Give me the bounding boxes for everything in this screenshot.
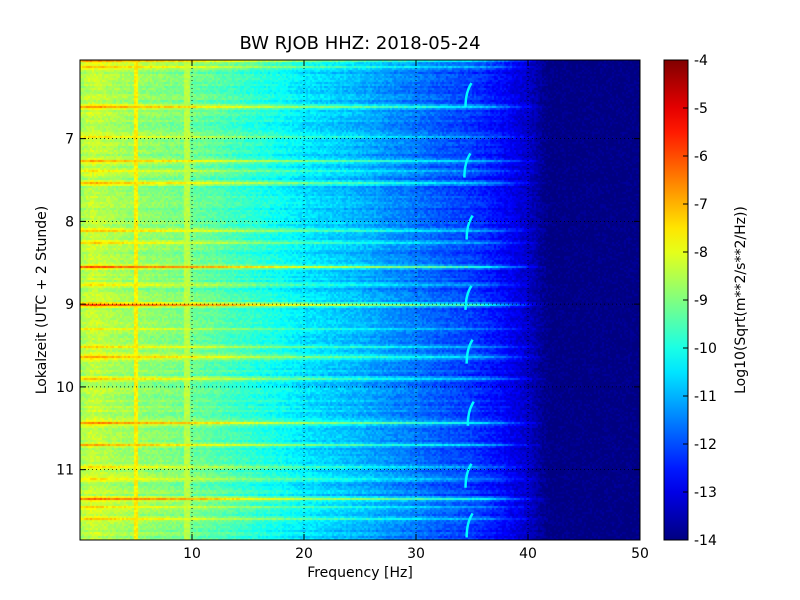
colorbar-tick-label: -11: [694, 389, 717, 405]
x-tick-label: 40: [519, 546, 537, 562]
colorbar-tick-label: -6: [694, 149, 708, 165]
plot-frame: [79, 59, 641, 541]
tonal-hook: [464, 82, 473, 108]
grid-lines: [80, 60, 640, 540]
y-tick-label: 10: [56, 380, 74, 396]
y-tick-label: 8: [65, 214, 74, 230]
tonal-hook: [464, 463, 473, 488]
colorbar-tick-label: -4: [694, 53, 708, 69]
colorbar-tick-label: -13: [694, 485, 717, 501]
x-tick-label: 50: [631, 546, 649, 562]
x-tick-label: 20: [295, 546, 313, 562]
plot-area: [80, 60, 640, 540]
colorbar-tick-label: -12: [694, 437, 717, 453]
spectrogram-image: [80, 60, 640, 540]
chart-title: BW RJOB HHZ: 2018-05-24: [239, 33, 480, 54]
colorbar-tick-label: -9: [694, 293, 708, 309]
y-axis-label: Lokalzeit (UTC + 2 Stunde): [34, 206, 50, 395]
y-tick-label: 9: [65, 297, 74, 313]
x-tick-label: 30: [407, 546, 425, 562]
tonal-hook: [463, 152, 472, 178]
tonal-hook: [465, 338, 474, 364]
x-axis-label: Frequency [Hz]: [307, 565, 413, 581]
colorbar: -4 -5 -6 -7 -8 -9 -10 -11 -12 -13 -14: [663, 53, 717, 549]
colorbar-tick-label: -7: [694, 197, 708, 213]
y-tick-label: 7: [65, 132, 74, 148]
tonal-hook: [464, 285, 473, 310]
x-axis: 10 20 30 40 50: [183, 60, 649, 562]
colorbar-tick-label: -8: [694, 245, 708, 261]
tonal-hook: [465, 214, 474, 240]
tonal-hook: [465, 512, 474, 538]
colorbar-tick-label: -10: [694, 341, 717, 357]
colorbar-tick-label: -14: [694, 533, 717, 549]
tonal-hook: [466, 401, 475, 426]
y-tick-label: 11: [56, 463, 74, 479]
colorbar-label: Log10(Sqrt(m**2/s**2/Hz)): [733, 206, 749, 394]
y-axis: 7 8 9 10 11: [56, 132, 640, 479]
x-tick-label: 10: [183, 546, 201, 562]
colorbar-tick-label: -5: [694, 101, 708, 117]
